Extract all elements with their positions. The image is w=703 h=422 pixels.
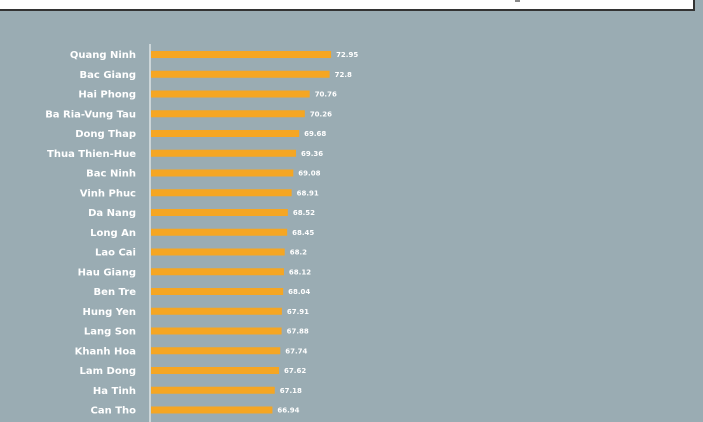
value-label: 68.12 (289, 268, 311, 276)
value-label: 69.08 (298, 170, 320, 178)
value-label: 70.76 (315, 91, 337, 99)
bar (151, 209, 288, 216)
bar (151, 149, 297, 157)
bar (151, 70, 330, 78)
category-label: Bac Giang (80, 70, 136, 81)
category-label: Hau Giang (78, 267, 136, 278)
bar (151, 386, 275, 394)
category-label: Lang Son (84, 327, 136, 338)
category-label: Lao Cai (95, 248, 136, 259)
bar (151, 130, 300, 137)
value-label: 69.68 (304, 130, 326, 138)
value-label: 68.45 (292, 229, 314, 237)
category-label: Ha Tinh (93, 386, 136, 397)
value-label: 68.2 (290, 249, 307, 257)
bar (151, 347, 281, 355)
bar (151, 248, 285, 256)
category-label: Lam Dong (80, 366, 136, 377)
category-label: Quang Ninh (70, 50, 136, 61)
value-label: 68.52 (293, 209, 315, 217)
category-label: Thua Thien-Hue (47, 149, 136, 160)
bar (151, 327, 282, 335)
category-label: Khanh Hoa (75, 346, 136, 357)
value-label: 67.18 (280, 387, 302, 395)
value-label: 66.94 (277, 407, 299, 415)
value-label: 72.95 (336, 51, 358, 59)
bar (151, 367, 280, 374)
bar (151, 51, 332, 58)
value-label: 70.26 (310, 110, 332, 118)
value-label: 69.36 (301, 150, 323, 158)
value-label: 67.62 (284, 367, 306, 375)
bar (151, 90, 310, 98)
value-label: 67.88 (287, 328, 309, 336)
top-panel-frame (0, 0, 695, 11)
value-label: 68.04 (288, 288, 310, 296)
value-label: 67.91 (287, 308, 309, 316)
bar (151, 228, 288, 236)
category-label: Dong Thap (75, 129, 136, 140)
bar (151, 110, 305, 118)
category-label: Ba Ria-Vung Tau (45, 109, 136, 120)
value-label: 67.74 (285, 347, 307, 355)
category-label: Hai Phong (78, 90, 136, 101)
value-label: 72.8 (335, 71, 352, 79)
bar (151, 169, 294, 177)
category-label: Vinh Phuc (80, 188, 136, 199)
value-label: 68.91 (297, 189, 319, 197)
bars-layer: Quang Ninh 72.95 Bac Giang 72.8 Hai Phong 70.… (45, 50, 358, 417)
bar (151, 406, 273, 414)
category-label: Bac Ninh (86, 169, 136, 180)
bar (151, 307, 282, 315)
category-label: Hung Yen (83, 307, 136, 318)
category-label: Long An (90, 228, 136, 239)
bar (151, 268, 284, 276)
category-label: Da Nang (88, 208, 136, 219)
category-label: Ben Tre (94, 287, 137, 298)
bar (151, 189, 292, 197)
top-panel-mark (515, 0, 520, 2)
bar (151, 288, 284, 295)
category-label: Can Tho (91, 406, 137, 417)
